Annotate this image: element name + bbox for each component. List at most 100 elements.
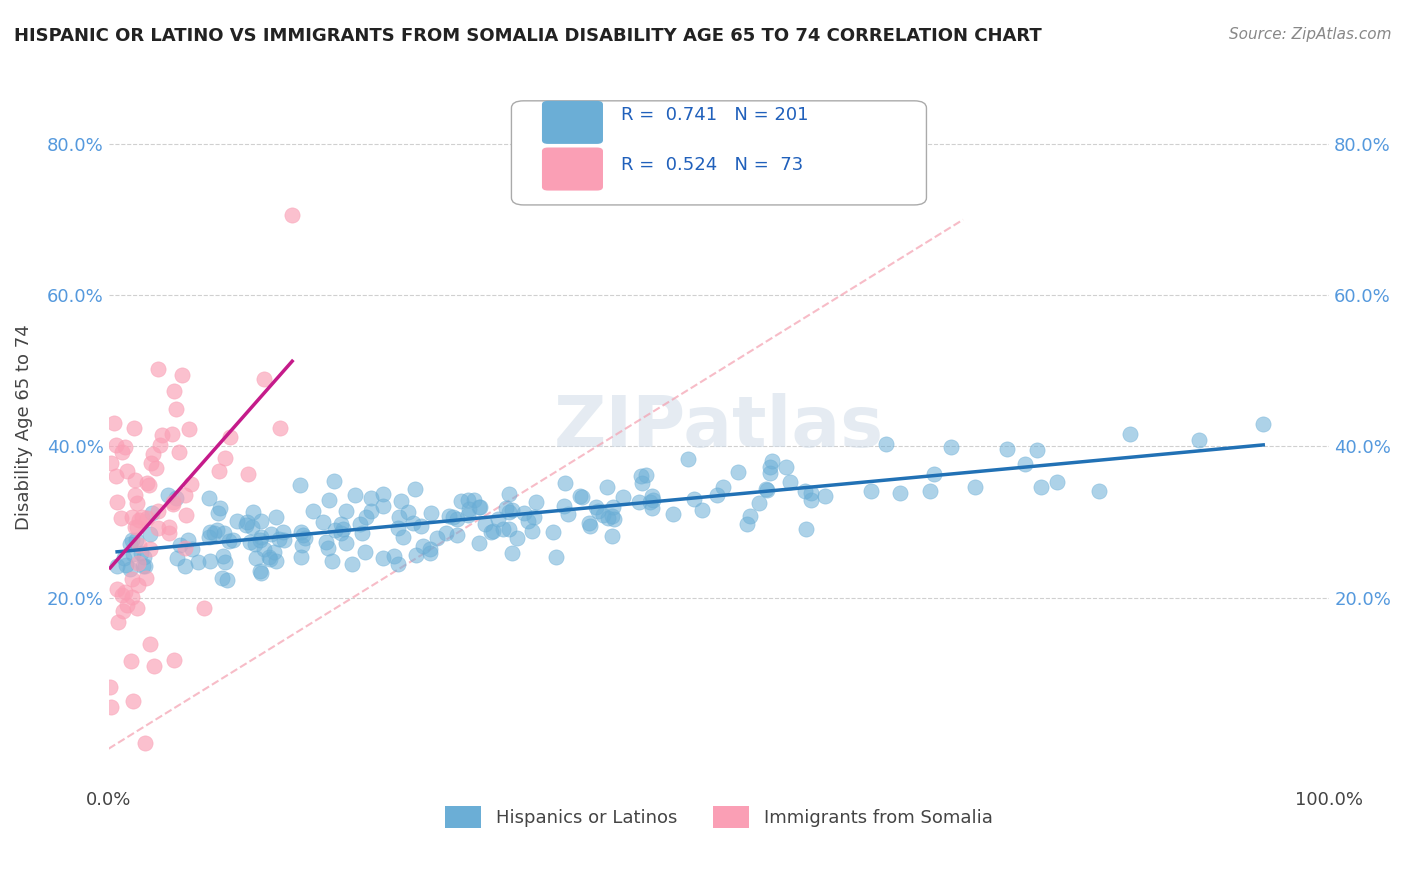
Point (388, 510, 411, 524)
FancyBboxPatch shape (541, 147, 603, 191)
Point (755, 482, 778, 496)
Point (135, 571, 157, 585)
Point (446, 512, 468, 526)
Point (389, 494, 412, 508)
Point (125, 533, 148, 547)
Point (132, 558, 155, 573)
Point (468, 500, 491, 514)
Point (173, 558, 195, 573)
Point (800, 493, 823, 508)
Point (124, 488, 146, 502)
Point (120, 654, 142, 668)
Point (353, 545, 375, 559)
Point (600, 529, 623, 543)
Point (1188, 433, 1211, 447)
Point (253, 372, 276, 386)
Point (498, 487, 520, 501)
Point (193, 601, 215, 615)
Point (875, 436, 897, 450)
Point (152, 428, 174, 442)
Point (170, 368, 193, 383)
Point (177, 533, 200, 547)
Point (111, 588, 134, 602)
Point (735, 517, 758, 532)
Point (793, 483, 815, 498)
Point (371, 487, 394, 501)
Point (249, 564, 271, 578)
Point (121, 694, 143, 708)
Text: Source: ZipAtlas.com: Source: ZipAtlas.com (1229, 27, 1392, 42)
Point (121, 533, 143, 547)
Point (335, 536, 357, 550)
Point (1029, 480, 1052, 494)
Point (513, 506, 536, 520)
Point (273, 533, 295, 547)
Point (360, 491, 382, 505)
Point (434, 526, 457, 541)
Point (259, 527, 281, 541)
Point (146, 521, 169, 535)
Point (128, 513, 150, 527)
Point (554, 475, 576, 490)
Point (187, 555, 209, 569)
Point (134, 558, 156, 573)
Point (235, 518, 257, 533)
Point (105, 438, 128, 452)
Point (419, 541, 441, 556)
Point (330, 526, 353, 541)
Point (963, 480, 986, 494)
Point (115, 598, 138, 612)
Point (814, 490, 837, 504)
Point (245, 551, 267, 566)
Point (662, 507, 685, 521)
Point (110, 510, 132, 524)
Point (142, 447, 165, 461)
Point (779, 475, 801, 489)
Point (523, 509, 546, 524)
Point (105, 582, 128, 597)
Point (141, 507, 163, 521)
Point (759, 466, 782, 480)
Point (463, 492, 485, 507)
Point (290, 549, 312, 564)
Point (520, 524, 543, 538)
Point (711, 480, 734, 494)
Point (157, 526, 180, 541)
Point (211, 571, 233, 585)
Point (212, 526, 235, 541)
Point (145, 460, 167, 475)
Point (748, 496, 770, 510)
Point (174, 541, 197, 555)
Point (404, 482, 426, 496)
Point (323, 523, 346, 537)
Point (121, 572, 143, 586)
Point (761, 453, 783, 467)
Point (105, 469, 128, 483)
Point (149, 438, 172, 452)
Point (111, 444, 134, 458)
Point (474, 516, 496, 531)
Point (578, 516, 600, 531)
Point (486, 512, 509, 526)
Point (162, 495, 184, 509)
Point (269, 421, 291, 435)
Point (198, 554, 221, 568)
Point (222, 533, 245, 547)
Point (446, 527, 468, 541)
Point (167, 445, 190, 459)
Point (100, 456, 122, 470)
Point (156, 488, 179, 502)
Point (612, 490, 634, 504)
Point (630, 469, 652, 483)
Point (180, 542, 202, 557)
Point (349, 516, 371, 531)
Point (162, 427, 184, 442)
Point (603, 512, 626, 526)
Point (240, 520, 263, 534)
Point (122, 421, 145, 435)
Point (202, 526, 225, 541)
Point (602, 500, 624, 515)
Point (343, 488, 366, 502)
FancyBboxPatch shape (541, 101, 603, 144)
Point (638, 495, 661, 509)
